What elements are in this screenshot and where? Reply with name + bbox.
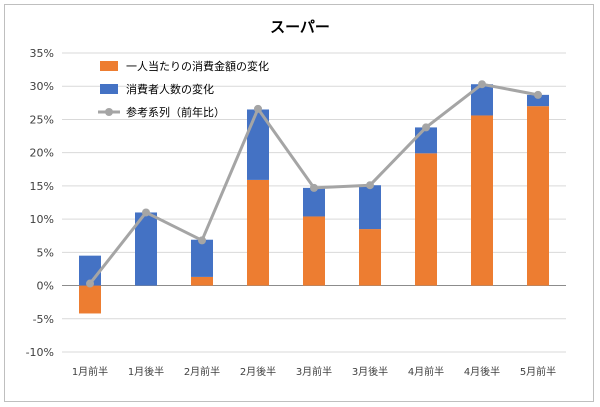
x-axis: 1月前半 1月後半 2月前半 2月後半 3月前半 3月後半 4月前半 4月後半 5月前半 bbox=[72, 365, 556, 378]
bar-consumer-count bbox=[471, 84, 493, 116]
y-tick-label: 0% bbox=[37, 280, 54, 293]
legend-swatch bbox=[100, 61, 118, 71]
line-point bbox=[198, 236, 206, 245]
x-tick-label: 5月前半 bbox=[520, 365, 556, 378]
legend-marker bbox=[105, 108, 113, 116]
bar-consumer-count bbox=[247, 109, 269, 180]
x-tick-label: 3月後半 bbox=[352, 365, 388, 378]
x-tick-label: 1月後半 bbox=[128, 365, 164, 378]
y-tick-label: -10% bbox=[26, 346, 54, 359]
y-tick-label: 20% bbox=[30, 147, 54, 160]
y-tick-label: 15% bbox=[30, 180, 54, 193]
x-tick-label: 4月前半 bbox=[408, 365, 444, 378]
legend-label: 一人当たりの消費金額の変化 bbox=[126, 59, 269, 73]
bar-spend-per-person bbox=[415, 153, 437, 286]
bar-consumer-count bbox=[359, 185, 381, 230]
legend-label: 参考系列（前年比） bbox=[126, 105, 225, 119]
line-point bbox=[142, 208, 150, 217]
x-tick-label: 1月前半 bbox=[72, 365, 108, 378]
legend-label: 消費者人数の変化 bbox=[126, 82, 214, 96]
bar-consumer-count bbox=[303, 187, 325, 217]
bar-spend-per-person bbox=[527, 106, 549, 286]
line-point bbox=[254, 104, 262, 113]
y-tick-label: -5% bbox=[33, 313, 54, 326]
x-tick-label: 2月前半 bbox=[184, 365, 220, 378]
y-tick-label: 30% bbox=[30, 80, 54, 93]
y-tick-label: 25% bbox=[30, 113, 54, 126]
x-tick-label: 3月前半 bbox=[296, 365, 332, 378]
bar-spend-per-person bbox=[191, 276, 213, 286]
bar-spend-per-person bbox=[79, 285, 101, 314]
line-point bbox=[534, 90, 542, 99]
bar-consumer-count bbox=[527, 94, 549, 107]
line-point bbox=[366, 181, 374, 190]
bar-spend-per-person bbox=[247, 179, 269, 286]
line-point bbox=[310, 183, 318, 192]
legend-swatch bbox=[100, 84, 118, 94]
line-series bbox=[86, 80, 542, 288]
y-tick-label: 5% bbox=[37, 246, 54, 259]
line-point bbox=[478, 80, 486, 89]
y-axis: 35% 30% 25% 20% 15% 10% 5% 0% -5% -10% bbox=[26, 47, 54, 359]
y-tick-label: 35% bbox=[30, 47, 54, 60]
x-tick-label: 2月後半 bbox=[240, 365, 276, 378]
line-point bbox=[86, 279, 94, 288]
bar-spend-per-person bbox=[303, 216, 325, 286]
y-tick-label: 10% bbox=[30, 213, 54, 226]
line-point bbox=[422, 123, 430, 132]
x-tick-label: 4月後半 bbox=[464, 365, 500, 378]
bar-spend-per-person bbox=[471, 115, 493, 286]
bar-spend-per-person bbox=[359, 229, 381, 286]
bar-consumer-count bbox=[191, 239, 213, 277]
bar-consumer-count bbox=[135, 212, 157, 286]
chart-title: スーパー bbox=[270, 18, 330, 36]
